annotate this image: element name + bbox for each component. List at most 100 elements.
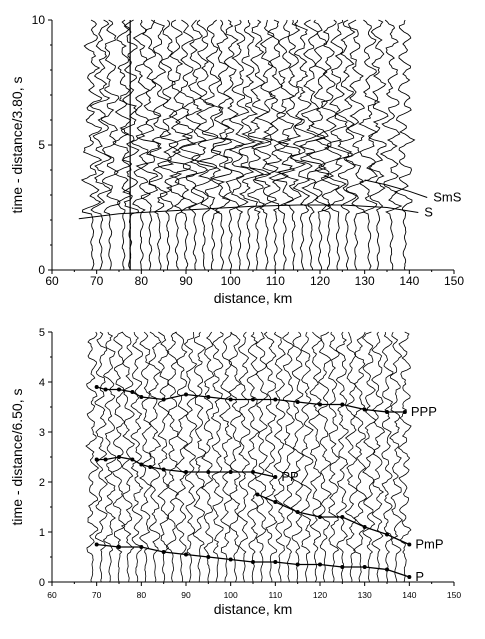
phase-point (362, 407, 367, 412)
phase-point (161, 397, 166, 402)
seismic-trace (393, 19, 416, 271)
seismic-trace (261, 19, 290, 271)
phase-label-p: P (415, 569, 424, 584)
seismic-trace (120, 331, 135, 583)
phase-point (273, 560, 278, 564)
x-tick-label: 60 (47, 590, 57, 600)
y-tick-label: 2 (39, 477, 45, 489)
x-tick-label: 60 (45, 274, 59, 288)
phase-point (161, 550, 166, 554)
seismic-trace (157, 331, 170, 583)
seismic-trace (358, 19, 381, 271)
phase-point (103, 387, 108, 392)
phase-point (318, 562, 322, 567)
phase-point (130, 390, 135, 394)
phase-point (318, 402, 322, 407)
phase-point (228, 397, 233, 402)
x-tick-label: 140 (399, 274, 419, 288)
phase-label-sms: SmS (433, 190, 462, 205)
phase-point (139, 545, 144, 549)
y-tick-label: 0 (38, 263, 45, 277)
x-tick-label: 90 (181, 590, 191, 600)
seismic-trace (148, 331, 162, 583)
y-tick-label: 5 (39, 327, 45, 339)
phase-point (117, 545, 121, 549)
seismic-trace (304, 19, 335, 271)
phase-label-ppp: PPP (411, 404, 437, 419)
x-tick-label: 100 (221, 274, 241, 288)
phase-point (340, 402, 345, 407)
phase-point (184, 392, 188, 397)
seismic-trace (236, 331, 251, 583)
seismic-trace (135, 19, 162, 271)
seismic-trace (247, 19, 272, 270)
seismic-trace (299, 19, 327, 271)
phase-line-sms (364, 179, 428, 198)
seismic-trace (361, 331, 377, 583)
seismic-trace (112, 19, 133, 271)
phase-point (228, 557, 233, 562)
seismic-trace (94, 331, 108, 583)
x-tick-label: 70 (90, 274, 104, 288)
x-tick-label: 120 (313, 590, 327, 600)
x-tick-label: 150 (444, 274, 464, 288)
y-tick-label: 5 (38, 138, 45, 152)
y-axis-label: time - distance/6.50, s (9, 389, 25, 526)
y-tick-label: 0 (39, 577, 45, 589)
phase-point (251, 470, 255, 474)
phase-line-pmp (257, 493, 410, 546)
seismic-trace (371, 331, 386, 582)
phase-point (94, 385, 99, 389)
seismic-trace (289, 19, 318, 271)
seismic-trace (200, 331, 215, 583)
trace-group (85, 331, 412, 583)
seismic-trace (157, 19, 183, 271)
x-axis-label: distance, km (214, 290, 293, 306)
phase-point (273, 500, 278, 504)
x-tick-label: 150 (447, 590, 461, 600)
phase-point (407, 575, 412, 579)
phase-point (362, 565, 367, 569)
phase-point (251, 560, 255, 564)
phase-point (228, 470, 233, 474)
y-tick-label: 1 (39, 527, 45, 539)
phase-point (103, 457, 108, 462)
phase-point (340, 515, 345, 519)
seismic-trace (328, 331, 341, 583)
seismic-trace (317, 331, 332, 583)
x-tick-label: 130 (358, 590, 372, 600)
phase-line-pp (96, 456, 276, 478)
seismic-trace (379, 19, 403, 271)
phase-label-s: S (424, 205, 433, 220)
seismic-trace (165, 19, 193, 271)
trace-group (80, 19, 416, 271)
seismic-trace (290, 331, 305, 583)
phase-point (407, 542, 412, 547)
seismic-trace (323, 19, 354, 271)
phase-point (117, 455, 121, 459)
phase-label-pmp: PmP (415, 537, 443, 552)
x-tick-label: 100 (224, 590, 238, 600)
x-tick-label: 90 (179, 274, 193, 288)
seismic-trace (282, 331, 295, 583)
phase-point (255, 492, 260, 497)
seismic-trace (191, 19, 219, 271)
seismic-trace (89, 19, 112, 271)
seismic-trace (100, 19, 121, 271)
phase-point (385, 567, 389, 572)
phase-point (318, 515, 322, 519)
seismic-trace (353, 331, 368, 583)
x-tick-label: 130 (355, 274, 375, 288)
seismic-trace (263, 331, 278, 583)
seismic-trace (335, 19, 358, 271)
seismic-trace (80, 19, 103, 271)
seismic-trace (381, 331, 394, 583)
y-tick-label: 10 (32, 13, 46, 27)
seismic-trace (308, 331, 323, 583)
seismic-trace (255, 331, 268, 583)
seismic-trace (228, 19, 257, 271)
phase-point (273, 397, 278, 402)
phase-point (139, 462, 144, 467)
